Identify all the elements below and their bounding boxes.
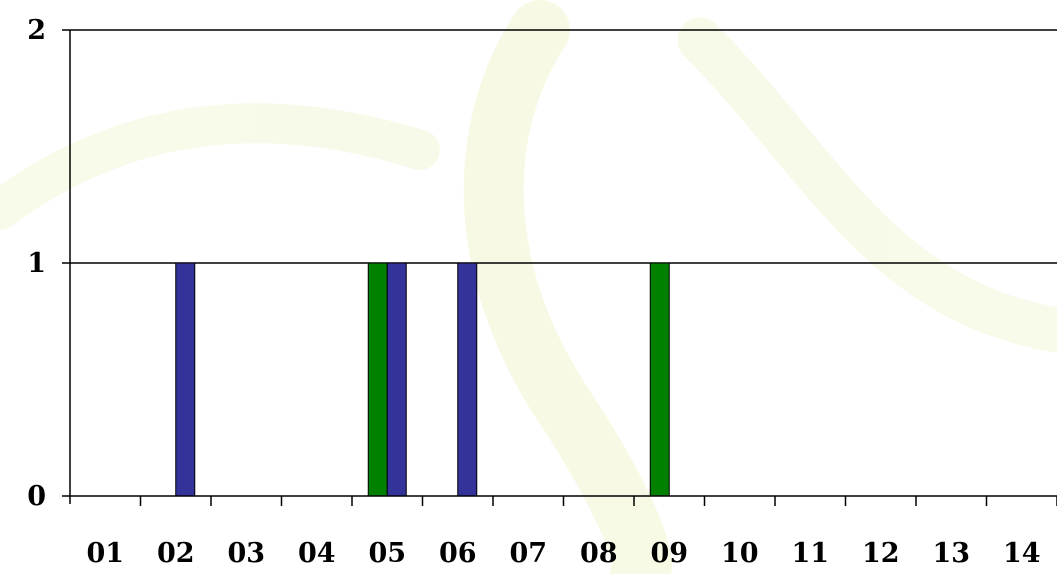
x-tick-label: 14 — [1003, 538, 1041, 569]
x-tick-label: 02 — [157, 538, 195, 569]
y-tick-label: 0 — [27, 481, 46, 512]
x-tick-label: 13 — [932, 538, 970, 569]
axes — [62, 29, 1057, 506]
bar — [175, 262, 196, 497]
x-tick-labels: 01 02 03 04 05 06 07 08 09 10 11 12 13 14 — [86, 538, 1040, 569]
y-tick-label: 1 — [27, 248, 46, 279]
x-tick-label: 04 — [298, 538, 336, 569]
x-tick-label: 03 — [227, 538, 265, 569]
bar — [367, 262, 388, 497]
y-tick-label: 2 — [27, 15, 46, 46]
x-tick-label: 09 — [650, 538, 688, 569]
x-tick-label: 12 — [862, 538, 900, 569]
x-tick-label: 10 — [721, 538, 759, 569]
x-tick-label: 11 — [791, 538, 829, 569]
x-tick-label: 01 — [86, 538, 124, 569]
x-tick-label: 05 — [368, 538, 406, 569]
x-tick-label: 08 — [580, 538, 618, 569]
bar — [386, 262, 407, 497]
bar — [457, 262, 478, 497]
y-tick-labels: 0 1 2 — [27, 15, 46, 512]
x-tick-label: 06 — [439, 538, 477, 569]
bar — [649, 262, 670, 497]
x-tick-label: 07 — [509, 538, 547, 569]
gridlines — [70, 29, 1057, 264]
